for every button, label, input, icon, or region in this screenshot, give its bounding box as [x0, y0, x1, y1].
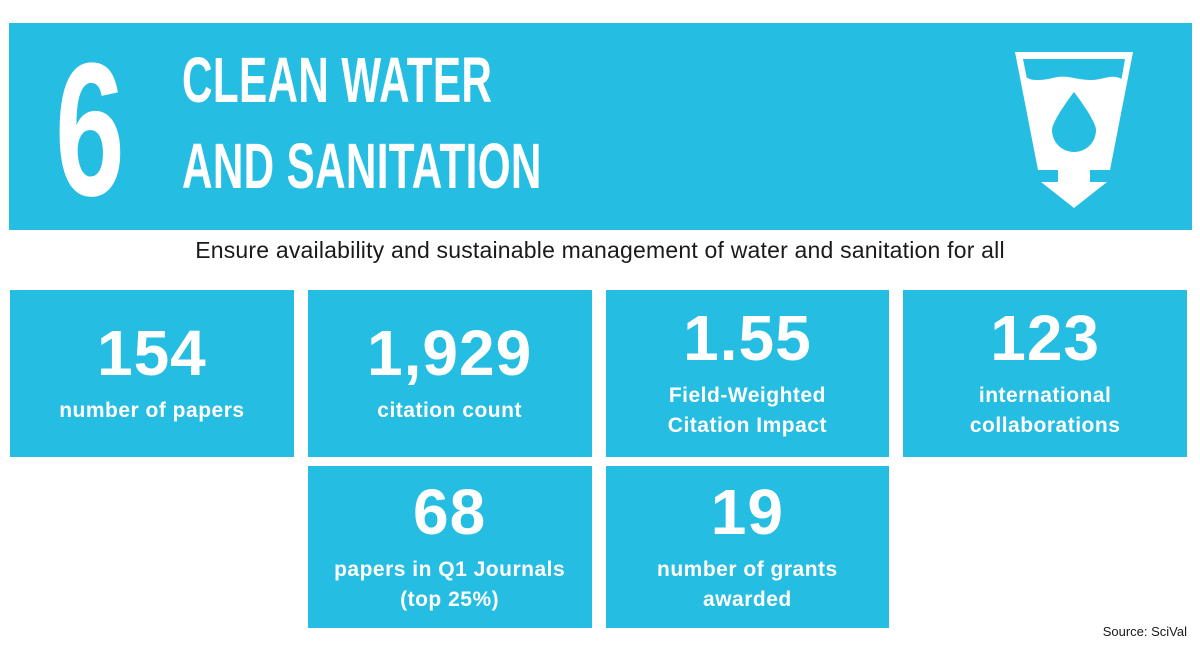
stat-value: 123: [990, 302, 1101, 375]
stat-card-international-collaborations: 123 international collaborations: [903, 290, 1187, 457]
stat-value: 1.55: [683, 302, 812, 375]
stat-card-citation-count: 1,929 citation count: [307, 290, 592, 457]
stat-label: international collaborations: [969, 384, 1121, 437]
stat-card-field-weighted-citation-impact: 1.55 Field-Weighted Citation Impact: [605, 290, 890, 457]
sdg-banner: 6 CLEAN WATER AND SANITATION: [9, 23, 1192, 230]
stat-label: Field-Weighted Citation Impact: [667, 384, 827, 437]
goal-description: Ensure availability and sustainable mana…: [195, 237, 1005, 263]
stat-value: 1,929: [367, 317, 533, 390]
stat-value: 68: [413, 475, 487, 548]
stat-value: 19: [710, 475, 784, 548]
source-attribution: Source: SciVal: [1102, 624, 1187, 639]
stat-card-grid: 154 number of papers 1,929 citation coun…: [10, 290, 1187, 628]
goal-title: CLEAN WATER AND SANITATION: [182, 44, 542, 202]
stat-label: papers in Q1 Journals (top 25%): [334, 557, 566, 611]
stat-card-grants-awarded: 19 number of grants awarded: [605, 466, 890, 628]
stat-card-q1-journal-papers: 68 papers in Q1 Journals (top 25%): [307, 466, 592, 628]
stat-label: number of papers: [59, 399, 245, 423]
stat-label: citation count: [377, 399, 522, 423]
stat-label: number of grants awarded: [657, 557, 838, 611]
goal-number: 6: [55, 24, 125, 236]
water-glass-droplet-down-arrow-icon: [1015, 52, 1133, 208]
stat-value: 154: [96, 317, 207, 390]
stat-card-number-of-papers: 154 number of papers: [10, 290, 294, 457]
